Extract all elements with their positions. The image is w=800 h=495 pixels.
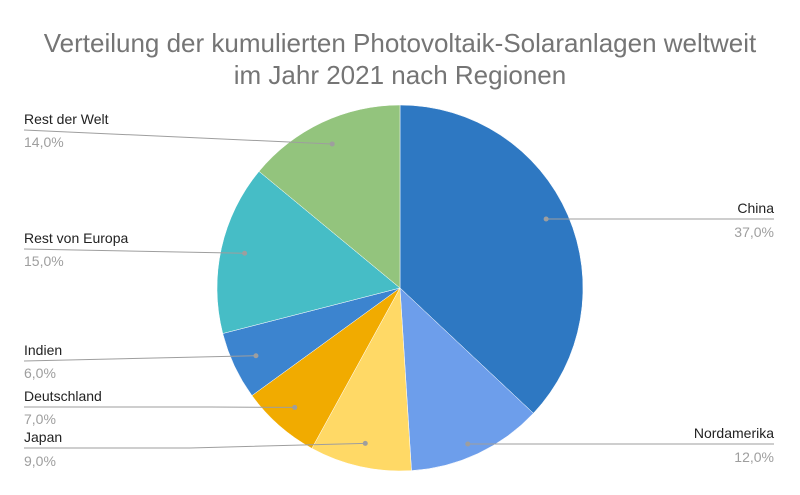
chart-title-line-1: Verteilung der kumulierten Photovoltaik-… [44, 28, 757, 58]
chart-title-line-2: im Jahr 2021 nach Regionen [234, 60, 566, 90]
leader-dot-indien [253, 353, 259, 359]
slice-value-rest-der-welt: 14,0% [24, 134, 64, 150]
slice-label-japan: Japan [24, 429, 62, 445]
chart-title: Verteilung der kumulierten Photovoltaik-… [44, 28, 757, 90]
slice-label-indien: Indien [24, 342, 62, 358]
pie-slices [216, 104, 584, 472]
pie-slice-rest-der-welt [258, 104, 401, 289]
slice-value-deutschland: 7,0% [24, 411, 56, 427]
slice-value-japan: 9,0% [24, 453, 56, 469]
leader-line-indien [23, 355, 256, 362]
pie-slice-china [399, 104, 584, 414]
leader-line-japan [24, 442, 366, 449]
slice-value-china: 37,0% [734, 224, 774, 240]
pie-slice-nordamerika [399, 287, 534, 471]
slice-label-deutschland: Deutschland [24, 388, 102, 404]
pie-slice-japan [311, 287, 412, 472]
slice-label-rest-von-europa: Rest von Europa [24, 230, 128, 246]
slice-label-china: China [737, 200, 774, 216]
slice-labels: China 37,0% Nordamerika 12,0% Japan 9,0% Deuts… [23, 111, 774, 469]
leader-line-rest-von-europa [23, 248, 245, 254]
slice-label-rest-der-welt: Rest der Welt [24, 111, 109, 127]
slice-label-nordamerika: Nordamerika [694, 425, 774, 441]
slice-value-indien: 6,0% [24, 365, 56, 381]
slice-value-nordamerika: 12,0% [734, 449, 774, 465]
leader-line-rest-der-welt [23, 129, 333, 145]
pie-slice-rest-von-europa [216, 170, 401, 334]
slice-value-rest-von-europa: 15,0% [24, 253, 64, 269]
